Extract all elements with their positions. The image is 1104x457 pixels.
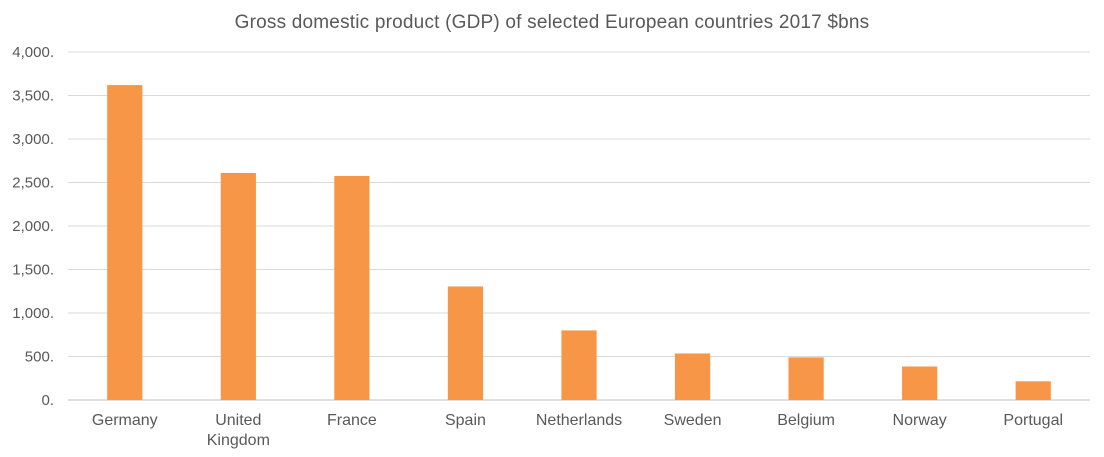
bar — [107, 85, 143, 400]
x-tick-label: United — [215, 412, 261, 429]
bar — [447, 286, 484, 400]
chart-title: Gross domestic product (GDP) of selected… — [234, 12, 870, 33]
y-tick-label: 2,000. — [12, 218, 54, 235]
bar — [902, 366, 938, 400]
x-tick-label: Norway — [893, 412, 947, 429]
y-tick-label: 500. — [25, 349, 54, 366]
y-tick-label: 2,500. — [12, 175, 54, 192]
bar — [334, 175, 370, 400]
x-tick-label: Spain — [445, 412, 486, 429]
bar — [788, 357, 824, 400]
x-tick-label: Germany — [92, 412, 158, 429]
y-tick-label: 3,000. — [12, 131, 54, 148]
bar — [674, 353, 711, 400]
x-tick-label: Kingdom — [207, 432, 270, 449]
y-tick-label: 1,500. — [12, 262, 54, 279]
y-tick-label: 4,000. — [12, 44, 54, 61]
y-tick-label: 0. — [41, 392, 54, 409]
y-tick-label: 3,500. — [12, 88, 54, 105]
x-tick-label: France — [327, 412, 377, 429]
bar — [1015, 381, 1051, 400]
x-tick-label: Netherlands — [536, 412, 622, 429]
x-tick-label: Belgium — [777, 412, 835, 429]
bar — [561, 330, 597, 400]
bar — [220, 172, 256, 400]
y-tick-label: 1,000. — [12, 305, 54, 322]
x-tick-label: Sweden — [664, 412, 722, 429]
x-tick-label: Portugal — [1003, 412, 1063, 429]
